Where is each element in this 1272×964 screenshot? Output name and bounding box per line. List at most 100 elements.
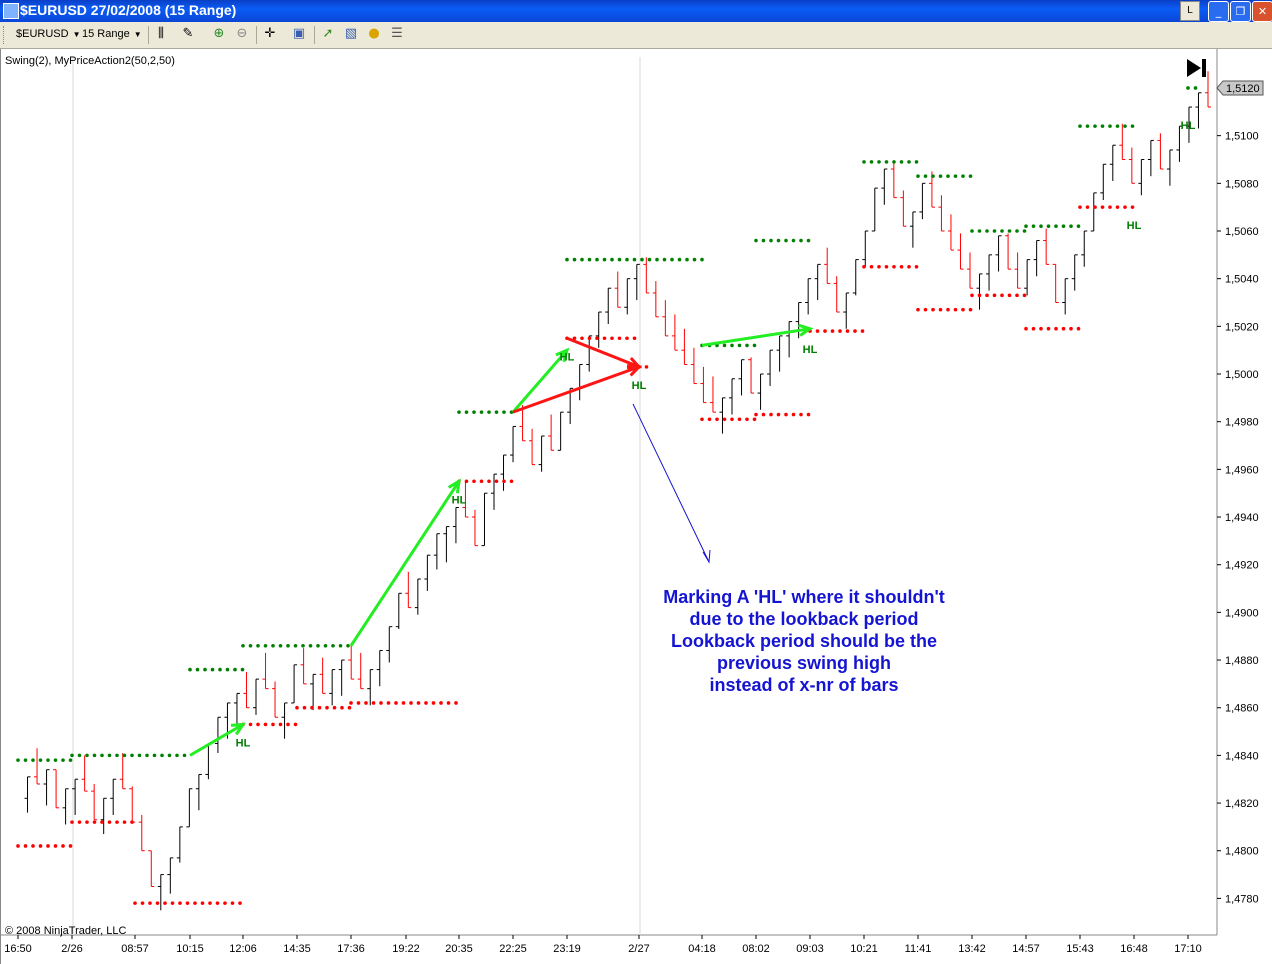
instrument-dropdown[interactable]: $EURUSD ▼	[16, 28, 81, 40]
swing-high-dot	[464, 410, 469, 414]
swing-low-dot	[572, 336, 577, 341]
blue-pointer-arrow	[632, 403, 711, 564]
swing-low-dot	[371, 701, 376, 705]
swing-low-dot	[938, 307, 943, 312]
swing-low-dot	[961, 307, 965, 312]
swing-high-dot	[692, 257, 697, 262]
crosshair-icon[interactable]: ✛	[264, 26, 276, 41]
swing-low-dot	[439, 701, 443, 705]
swing-low-dot	[416, 701, 421, 705]
swing-low-dot	[16, 844, 20, 848]
swing-low-dot	[970, 293, 974, 298]
strategies-icon[interactable]: ▧	[344, 26, 358, 41]
toolbar-grip[interactable]	[3, 26, 7, 44]
swing-low-dot	[745, 417, 749, 422]
link-button[interactable]: L	[1180, 1, 1200, 21]
swing-low-dot	[722, 417, 727, 422]
data-box-icon[interactable]: ▣	[292, 26, 306, 41]
swing-high-dot	[670, 257, 674, 262]
swing-high-dot	[677, 257, 682, 262]
drawing-tools-icon[interactable]: ✎	[182, 26, 194, 41]
swing-low-dot	[487, 479, 491, 484]
hl-label: HL	[803, 344, 818, 356]
swing-high-dot	[655, 257, 659, 262]
swing-high-dot	[931, 174, 935, 178]
swing-low-dot	[263, 722, 268, 727]
swing-low-dot	[115, 820, 119, 824]
swing-high-dot	[346, 643, 350, 648]
chart-canvas[interactable]: 1,4780 1,4800 1,4820 1,4840 1,4860 1,4880 1,49…	[1, 49, 1272, 964]
swing-high-dot	[218, 667, 222, 672]
swing-high-dot	[737, 343, 742, 348]
swing-low-dot	[502, 479, 506, 484]
swing-low-dot	[409, 701, 413, 705]
time-tick-label: 17:10	[1174, 943, 1202, 955]
period-dropdown[interactable]: 15 Range ▼	[82, 28, 142, 40]
price-chart[interactable]: 1,4780 1,4800 1,4820 1,4840 1,4860 1,4880 1,49…	[0, 49, 1272, 964]
swing-high-dot	[16, 758, 20, 762]
swing-low-dot	[715, 417, 719, 422]
swing-high-dot	[877, 160, 881, 164]
chart-style-icon[interactable]: ●	[368, 26, 380, 41]
swing-low-dot	[754, 412, 758, 417]
go-to-end-icon[interactable]	[1187, 59, 1206, 77]
restore-icon[interactable]: ❐	[1230, 1, 1251, 22]
swing-low-dot	[295, 705, 299, 710]
swing-low-dot	[494, 479, 499, 484]
swing-low-dot	[271, 722, 275, 727]
swing-low-dot	[1078, 205, 1082, 209]
zoom-in-icon[interactable]: ⊕	[213, 26, 225, 41]
zoom-out-icon[interactable]: ⊖	[236, 26, 248, 41]
close-icon[interactable]: ✕	[1252, 1, 1272, 22]
swing-low-dot	[208, 901, 212, 905]
swing-low-dot	[155, 901, 160, 905]
swing-high-dot	[730, 343, 734, 348]
price-tick-label: 1,4780	[1225, 893, 1259, 905]
swing-low-dot	[923, 307, 928, 312]
price-tick-label: 1,4920	[1225, 560, 1259, 572]
swing-low-dot	[992, 293, 997, 298]
swing-low-dot	[791, 412, 796, 417]
swing-low-dot	[1108, 205, 1112, 209]
swing-high-dot	[1193, 86, 1198, 90]
swing-low-dot	[1085, 205, 1090, 209]
swing-low-dot	[302, 705, 307, 710]
properties-icon[interactable]: ☰	[391, 26, 403, 41]
time-tick-label: 14:35	[283, 943, 311, 955]
swing-high-dot	[610, 257, 614, 262]
swing-high-dot	[502, 410, 506, 414]
annotation-line: instead of x-nr of bars	[709, 675, 898, 695]
swing-low-dot	[907, 264, 911, 269]
swing-low-dot	[347, 705, 352, 710]
time-tick-label: 16:50	[4, 943, 32, 955]
swing-high-dot	[884, 160, 889, 164]
swing-high-dot	[1130, 124, 1135, 128]
price-axis-area[interactable]	[1209, 49, 1272, 935]
minimize-icon[interactable]: _	[1208, 1, 1229, 22]
price-tick-label: 1,4800	[1225, 846, 1259, 858]
swing-low-dot	[776, 412, 781, 417]
bar-type-icon[interactable]: ⫼	[158, 26, 164, 41]
time-tick-label: 2/27	[628, 943, 649, 955]
swing-low-dot	[953, 307, 958, 312]
swing-high-dot	[479, 410, 484, 414]
swing-low-dot	[133, 901, 137, 905]
time-tick-label: 20:35	[445, 943, 473, 955]
swing-high-dot	[862, 160, 866, 164]
swing-low-dot	[914, 264, 919, 269]
swing-high-dot	[1015, 229, 1019, 233]
swing-high-dot	[188, 667, 192, 672]
swing-high-dot	[457, 410, 461, 414]
swing-low-dot	[862, 264, 866, 269]
swing-high-dot	[1078, 124, 1082, 128]
time-tick-label: 19:22	[392, 943, 420, 955]
swing-low-dot	[185, 901, 190, 905]
swing-low-dot	[845, 329, 850, 333]
swing-low-dot	[286, 722, 290, 727]
indicators-icon[interactable]: ➚	[322, 26, 334, 41]
time-tick-label: 13:42	[958, 943, 986, 955]
swing-high-dot	[754, 238, 758, 243]
hl-label: HL	[1127, 220, 1142, 232]
window-title: $EURUSD 27/02/2008 (15 Range)	[20, 2, 237, 18]
swing-high-dot	[647, 257, 652, 262]
